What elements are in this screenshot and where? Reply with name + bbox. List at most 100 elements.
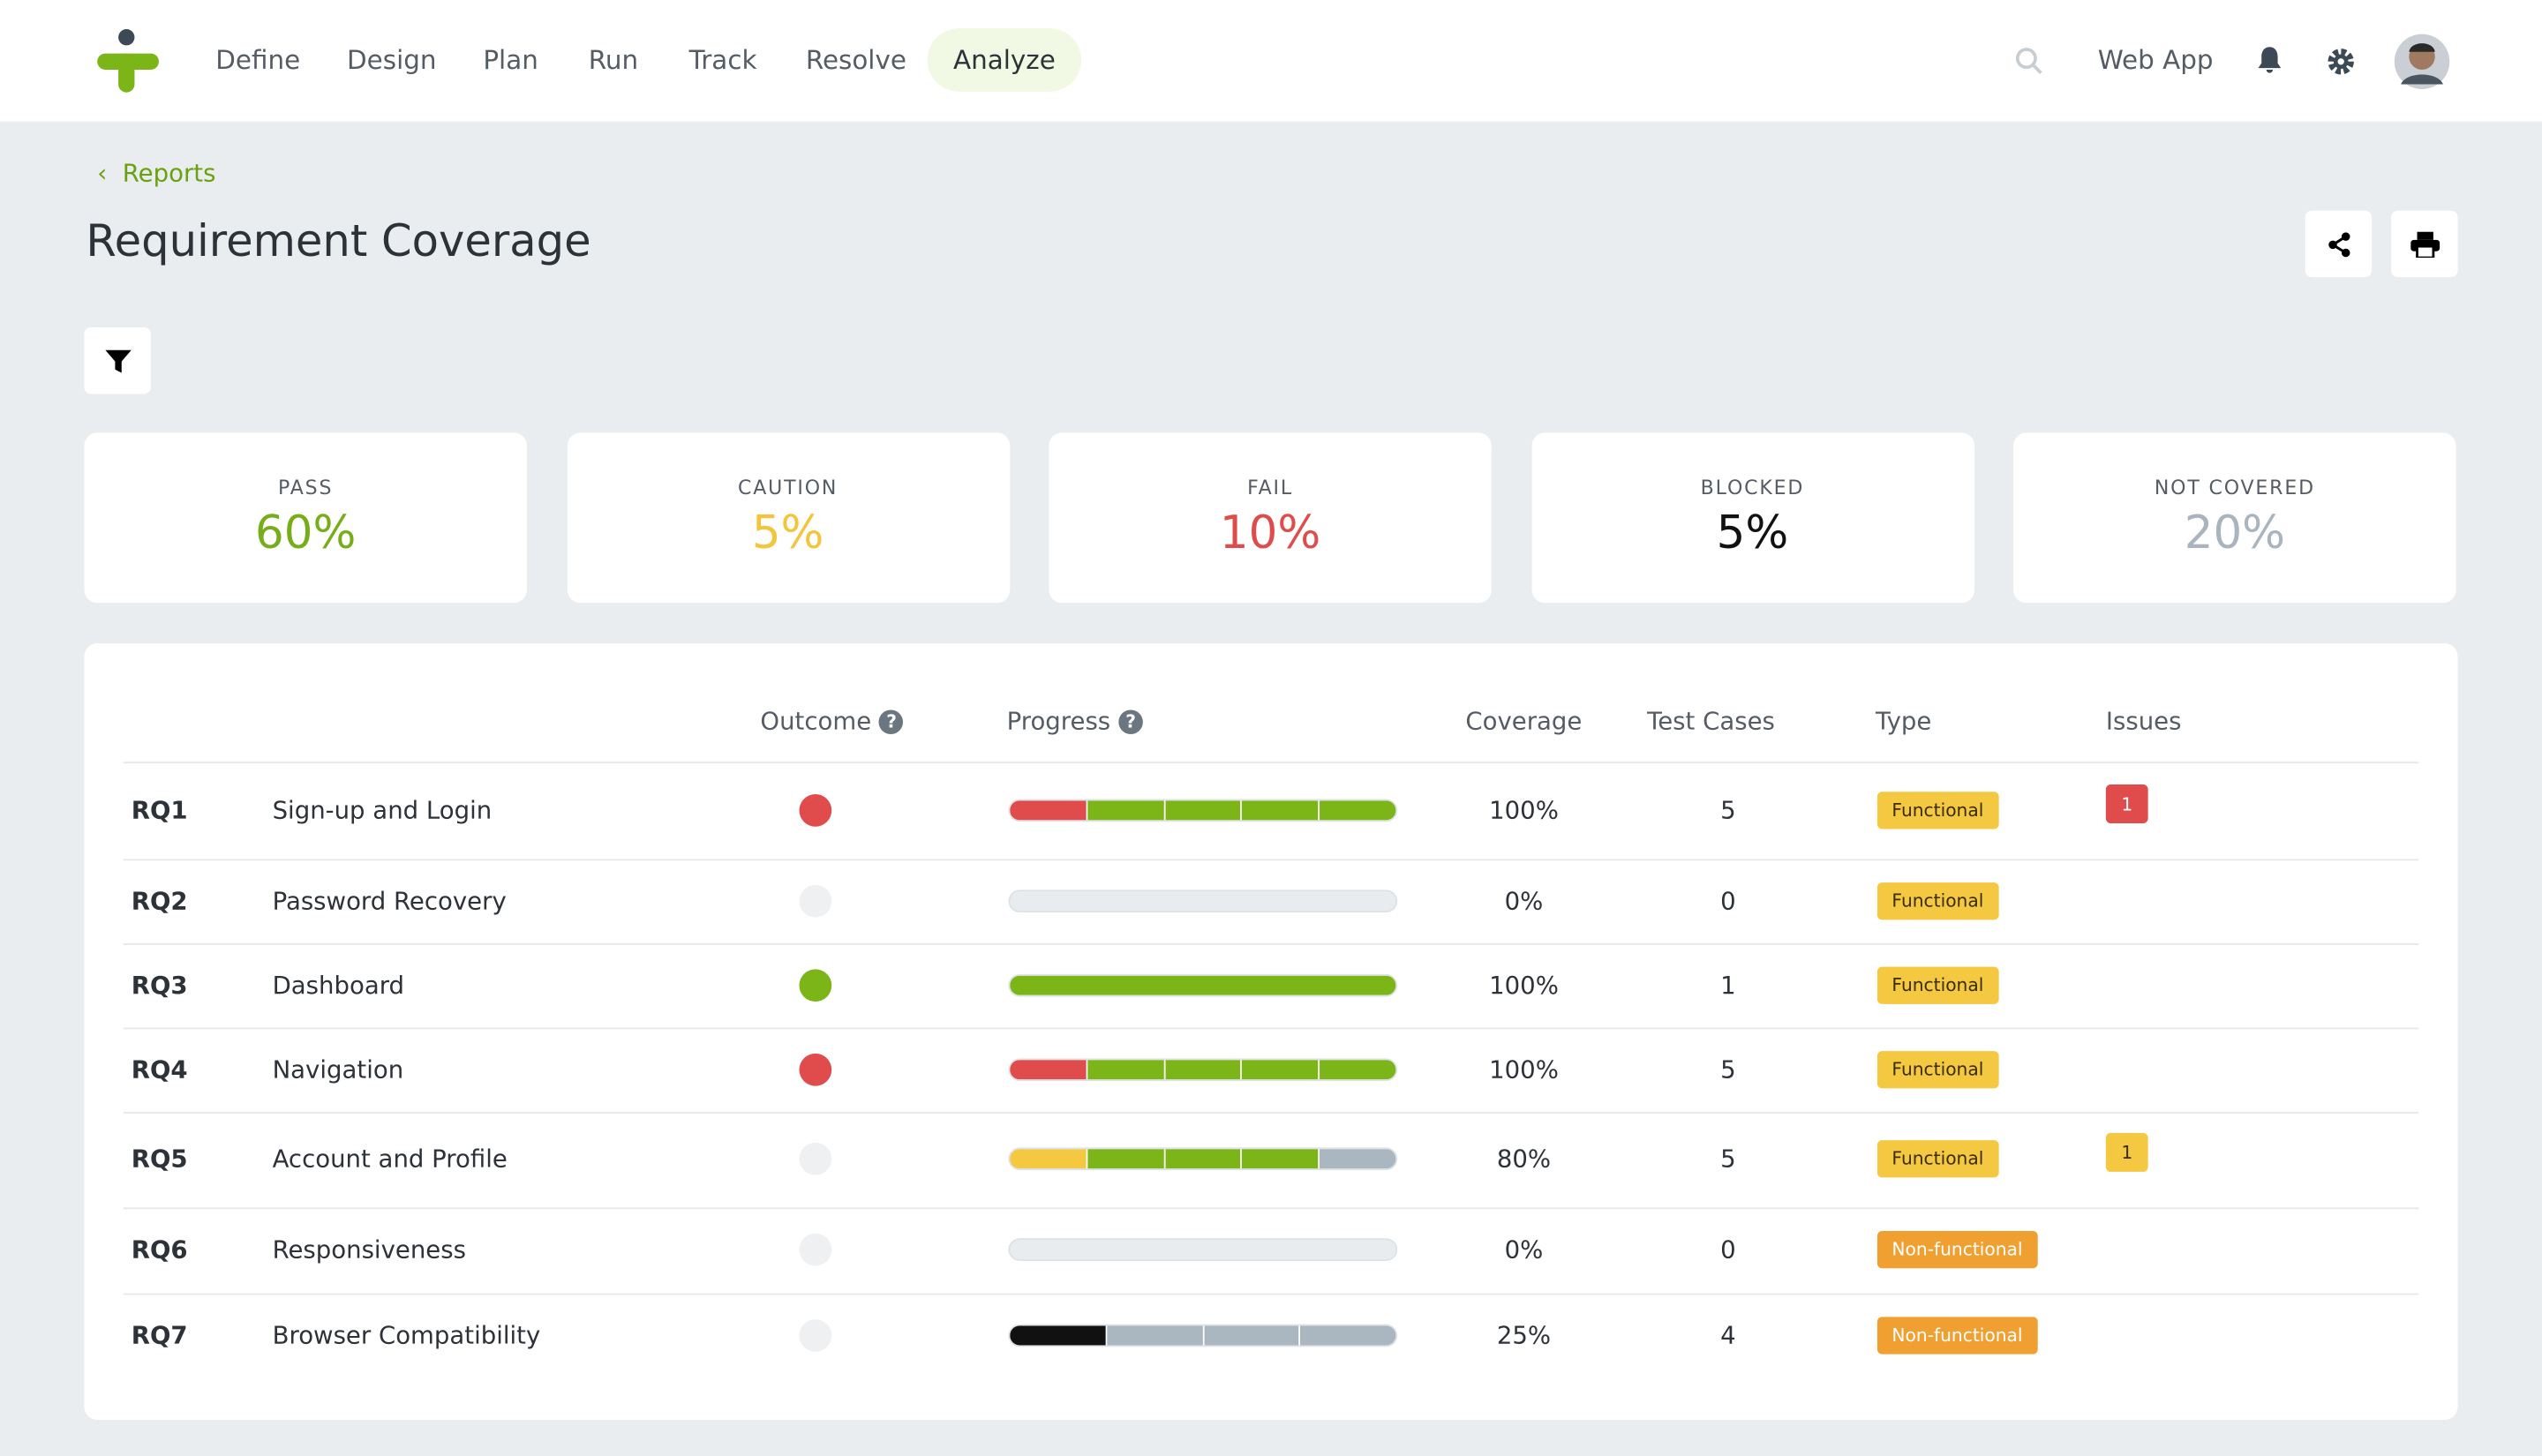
test-cases: 5 xyxy=(1720,1054,1736,1084)
summary-label: PASS xyxy=(278,476,334,499)
coverage: 100% xyxy=(1489,795,1559,825)
breadcrumb-text[interactable]: Reports xyxy=(122,158,216,189)
nav-item[interactable]: Resolve xyxy=(805,44,906,76)
requirement-name: Password Recovery xyxy=(272,886,507,916)
share-button[interactable] xyxy=(2305,210,2373,278)
type-tag: Non-functional xyxy=(1876,1317,2038,1355)
nav-item[interactable]: Define xyxy=(215,44,301,76)
summary-card: FAIL 10% xyxy=(1049,432,1492,604)
progress-segment xyxy=(1164,1060,1243,1080)
requirement-id: RQ5 xyxy=(131,1144,188,1174)
test-cases: 1 xyxy=(1720,971,1736,1001)
header-text: Type xyxy=(1876,706,1932,736)
progress-bar xyxy=(1008,799,1398,822)
progress-bar xyxy=(1008,973,1398,997)
progress-segment xyxy=(1010,975,1396,995)
type-tag: Non-functional xyxy=(1876,1230,2038,1269)
progress-segment xyxy=(1010,1060,1088,1080)
row-divider xyxy=(123,942,2419,945)
row-divider xyxy=(123,1027,2419,1030)
test-cases: 0 xyxy=(1720,886,1736,916)
nav-item[interactable]: Track xyxy=(688,44,757,76)
nav-item[interactable]: Run xyxy=(588,44,639,76)
nav-item[interactable]: Analyze xyxy=(927,28,1082,92)
progress-segment xyxy=(1010,1325,1108,1346)
progress-segment xyxy=(1242,1060,1320,1080)
row-divider xyxy=(123,859,2419,861)
outcome-dot xyxy=(799,1319,832,1352)
outcome-dot xyxy=(799,1053,832,1086)
requirement-id: RQ2 xyxy=(131,886,188,916)
progress-segment xyxy=(1087,1149,1165,1169)
requirement-name: Account and Profile xyxy=(272,1144,508,1174)
test-cases: 0 xyxy=(1720,1235,1736,1265)
progress-segment xyxy=(1320,1149,1396,1169)
row-divider xyxy=(123,762,2419,764)
outcome-dot xyxy=(799,1233,832,1266)
requirement-name: Browser Compatibility xyxy=(272,1320,541,1350)
outcome-dot xyxy=(799,1142,832,1175)
progress-segment xyxy=(1107,1325,1204,1346)
summary-value: 60% xyxy=(255,506,357,559)
coverage: 0% xyxy=(1504,886,1544,916)
avatar[interactable] xyxy=(2393,33,2451,91)
nav-item[interactable]: Design xyxy=(347,44,437,76)
logo xyxy=(97,29,159,93)
requirement-name: Responsiveness xyxy=(272,1235,466,1265)
bell-icon[interactable] xyxy=(2257,45,2283,74)
header-text: Progress xyxy=(1006,706,1111,736)
requirement-name: Dashboard xyxy=(272,971,405,1001)
progress-bar xyxy=(1008,1324,1398,1347)
issue-badge[interactable]: 1 xyxy=(2105,784,2148,824)
progress-segment xyxy=(1320,1060,1396,1080)
type-tag: Functional xyxy=(1876,1140,1998,1178)
coverage: 80% xyxy=(1496,1144,1552,1174)
column-header: Type xyxy=(1876,707,1931,736)
column-header: Coverage xyxy=(1465,707,1582,736)
column-header: Progress? xyxy=(1007,707,1143,736)
progress-segment xyxy=(1300,1325,1396,1346)
type-tag: Functional xyxy=(1876,966,1998,1004)
summary-value: 10% xyxy=(1219,506,1321,559)
row-divider xyxy=(123,1111,2419,1114)
column-header: Test Cases xyxy=(1647,707,1775,736)
type-tag: Functional xyxy=(1876,1051,1998,1089)
gear-icon[interactable] xyxy=(2327,47,2356,76)
help-icon[interactable]: ? xyxy=(1118,709,1143,734)
header-text: Issues xyxy=(2105,706,2182,736)
requirement-name: Sign-up and Login xyxy=(272,795,493,825)
header-text: Test Cases xyxy=(1647,706,1775,736)
help-icon[interactable]: ? xyxy=(879,709,904,734)
filter-button[interactable] xyxy=(84,327,151,394)
requirement-id: RQ4 xyxy=(131,1054,188,1084)
header-text: Outcome xyxy=(760,706,872,736)
progress-bar xyxy=(1008,1238,1398,1261)
test-cases: 5 xyxy=(1720,1144,1736,1174)
page-title: Requirement Coverage xyxy=(86,217,591,268)
print-button[interactable] xyxy=(2391,210,2458,278)
progress-segment xyxy=(1203,1325,1301,1346)
issue-badge[interactable]: 1 xyxy=(2105,1132,2148,1172)
progress-segment xyxy=(1242,1149,1320,1169)
progress-segment xyxy=(1010,800,1088,821)
progress-segment xyxy=(1010,1149,1088,1169)
app-switch[interactable]: Web App xyxy=(2097,44,2214,76)
coverage: 25% xyxy=(1496,1320,1552,1350)
progress-bar xyxy=(1008,889,1398,913)
coverage: 0% xyxy=(1504,1235,1544,1265)
row-divider xyxy=(123,1293,2419,1295)
nav-item[interactable]: Plan xyxy=(483,44,538,76)
summary-label: BLOCKED xyxy=(1700,476,1805,499)
coverage: 100% xyxy=(1489,1054,1559,1084)
outcome-dot xyxy=(799,793,832,827)
type-tag: Functional xyxy=(1876,882,1998,920)
column-header: Outcome? xyxy=(760,706,904,736)
breadcrumb[interactable]: ‹ Reports xyxy=(97,158,216,189)
summary-card: PASS 60% xyxy=(84,432,527,604)
test-cases: 4 xyxy=(1720,1320,1736,1350)
summary-label: CAUTION xyxy=(737,476,839,499)
search-icon[interactable] xyxy=(2015,47,2044,76)
requirement-id: RQ3 xyxy=(131,971,188,1001)
progress-segment xyxy=(1242,800,1320,821)
